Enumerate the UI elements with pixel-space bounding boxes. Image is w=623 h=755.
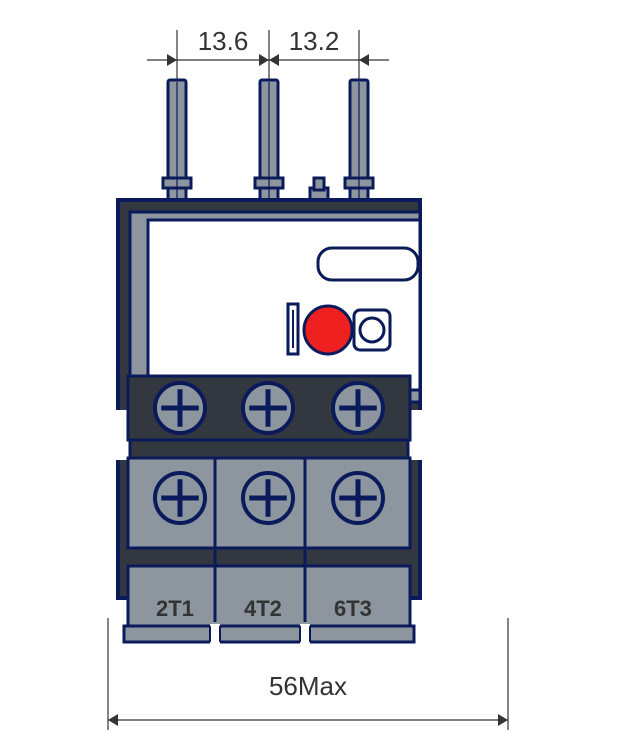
terminal-label-2t1: 2T1 — [156, 596, 194, 621]
screw-icon — [243, 473, 293, 523]
dim-top2-label: 13.2 — [289, 26, 340, 56]
nameplate-slot — [318, 248, 418, 280]
dim-bottom-label: 56Max — [269, 671, 347, 701]
terminal-label-4t2: 4T2 — [244, 596, 282, 621]
screw-icon — [155, 473, 205, 523]
relay-drawing: 13.6 13.2 2T1 4T2 6T3 56Max — [0, 0, 623, 755]
screw-icon — [333, 473, 383, 523]
dim-top1-label: 13.6 — [198, 26, 249, 56]
screw-icon — [333, 383, 383, 433]
screw-icon — [243, 383, 293, 433]
screw-icon — [155, 383, 205, 433]
stop-button — [304, 306, 352, 354]
terminal-label-6t3: 6T3 — [334, 596, 372, 621]
pins — [163, 80, 373, 212]
relay-body: 2T1 4T2 6T3 — [116, 200, 422, 644]
